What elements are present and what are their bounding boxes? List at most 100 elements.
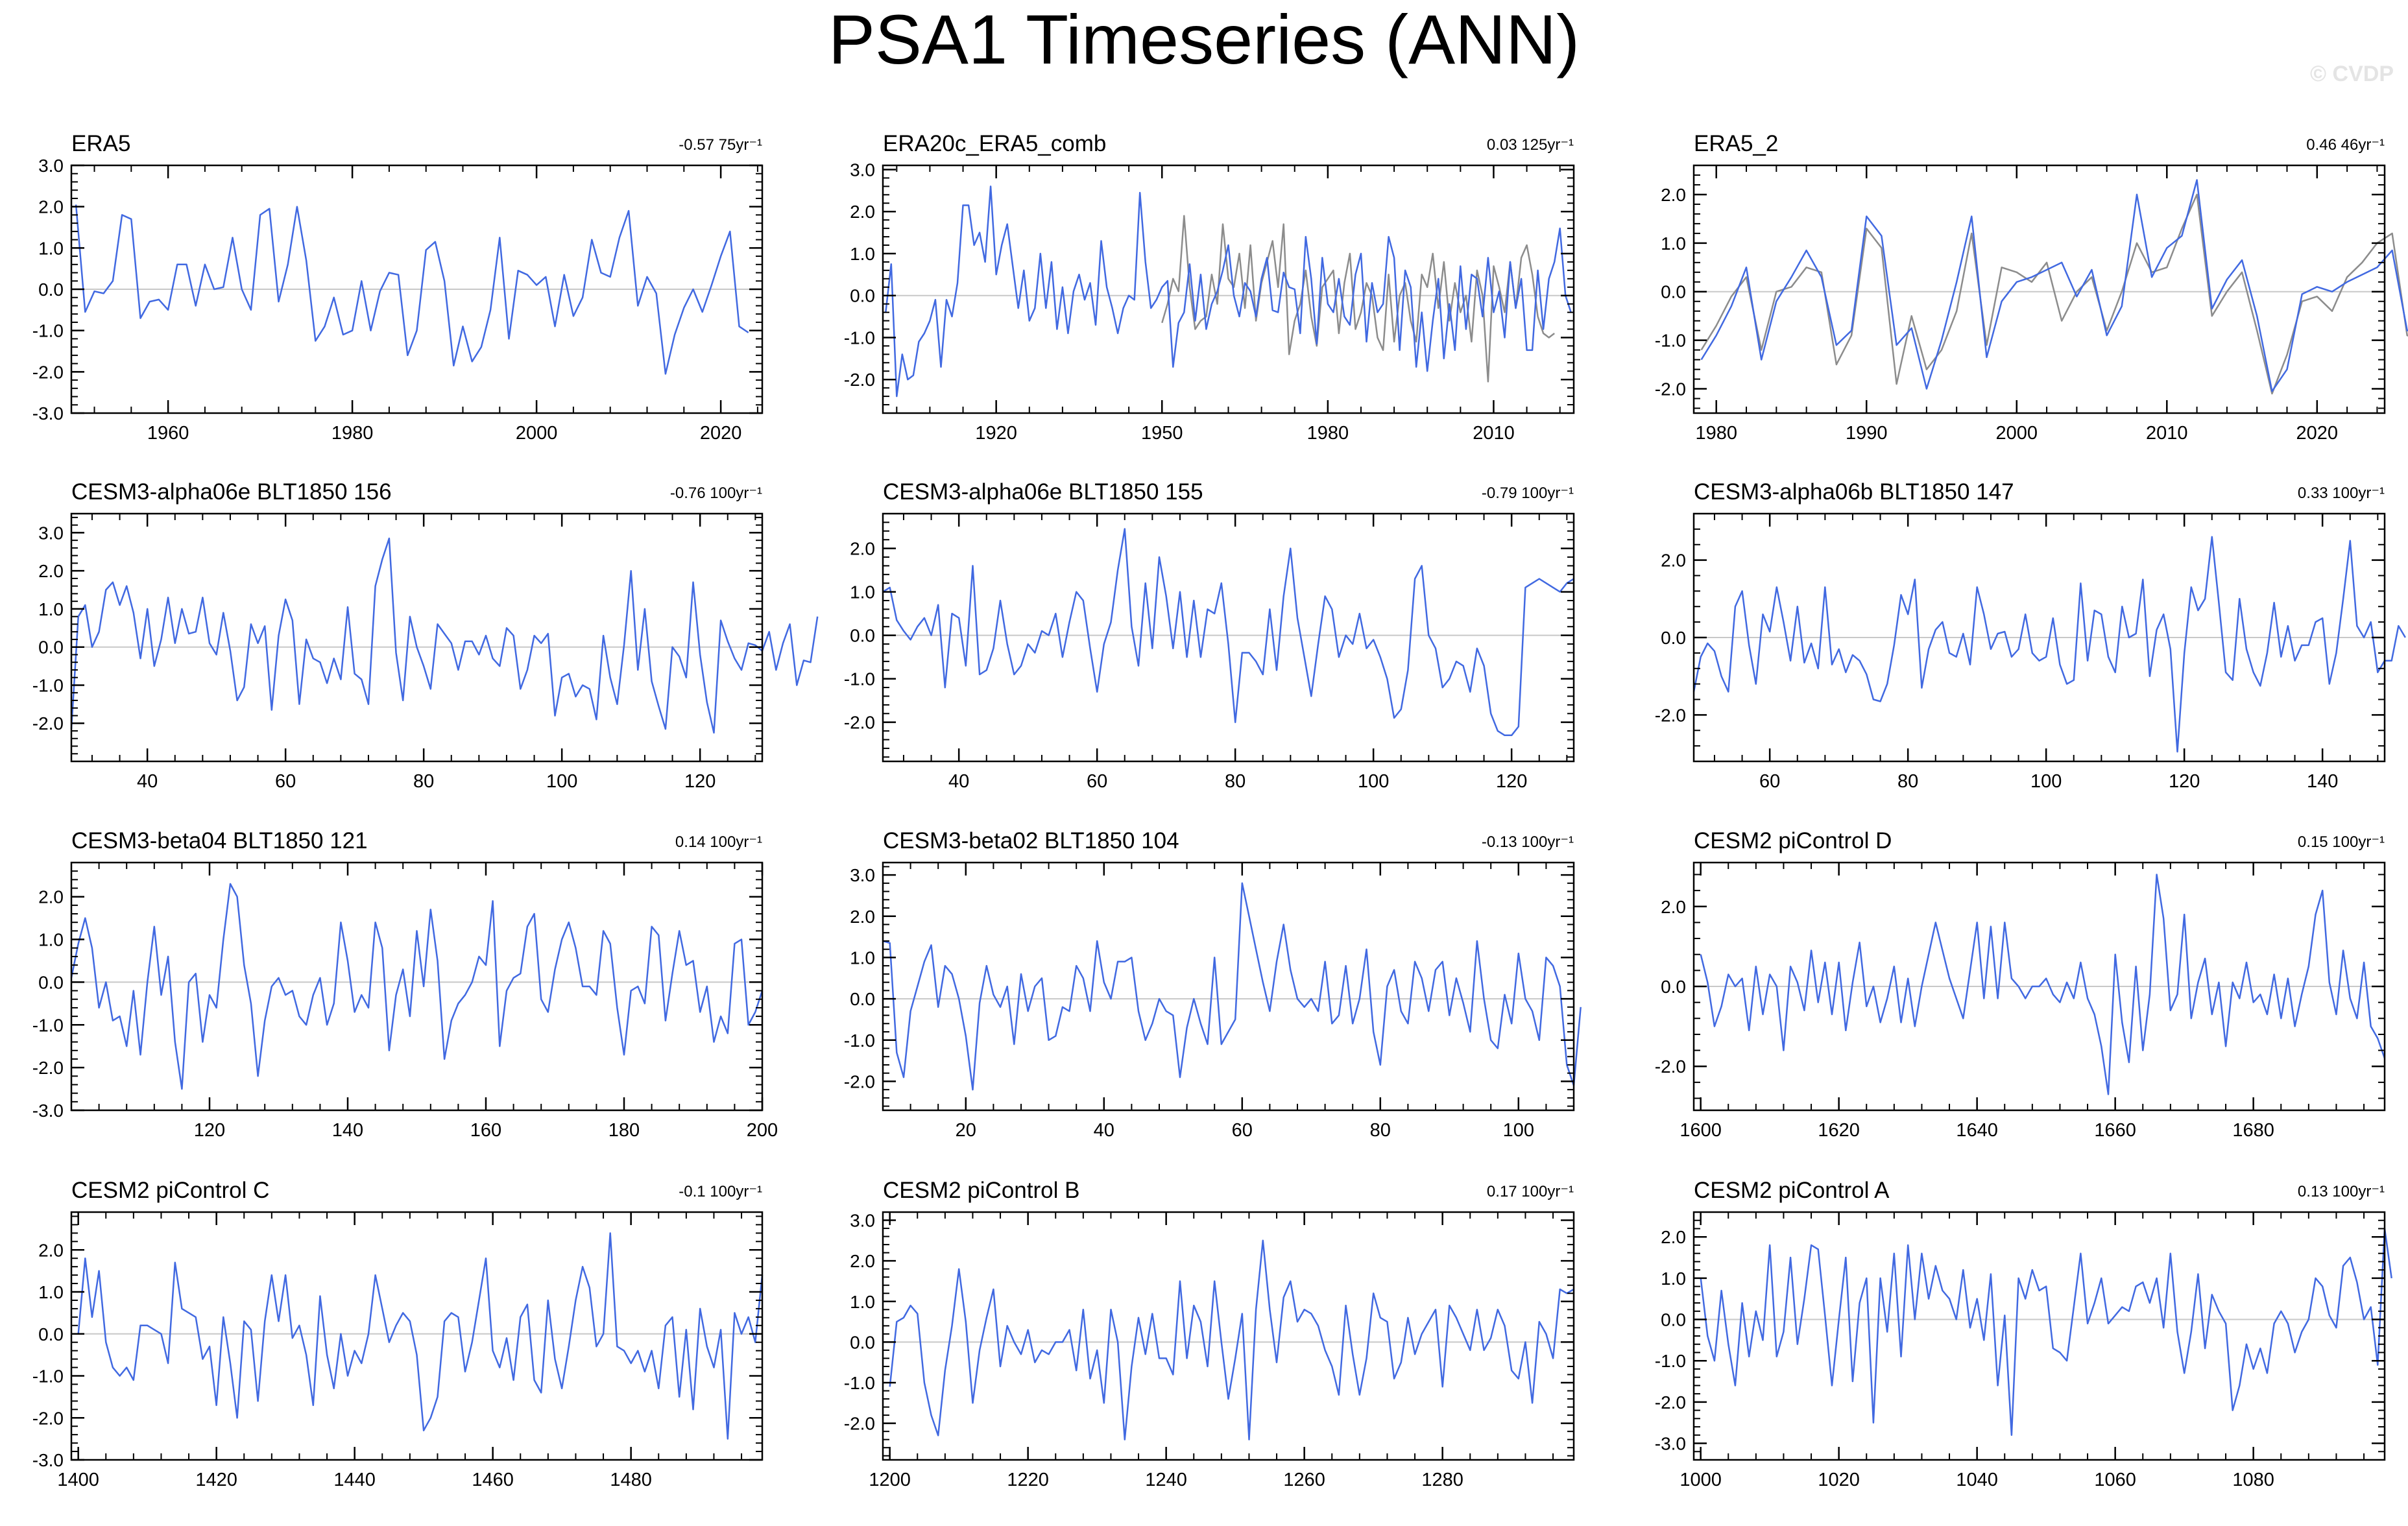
x-tick-label: 2020 <box>700 423 742 444</box>
y-tick-label: -2.0 <box>32 713 64 733</box>
x-tick-label: 180 <box>608 1120 640 1141</box>
x-tick-label: 1980 <box>1695 423 1737 444</box>
y-tick-label: -1.0 <box>844 1373 875 1393</box>
y-tick-label: 1.0 <box>1661 233 1686 254</box>
y-tick-label: 3.0 <box>850 865 875 885</box>
watermark: © CVDP <box>2310 62 2394 86</box>
x-tick-label: 1280 <box>1421 1470 1463 1490</box>
x-tick-label: 80 <box>1370 1120 1391 1141</box>
y-tick-label: -2.0 <box>1655 705 1686 725</box>
x-tick-label: 2020 <box>2296 423 2339 444</box>
x-tick-label: 2000 <box>1996 423 2038 444</box>
x-tick-label: 1400 <box>57 1470 99 1490</box>
x-tick-label: 1440 <box>333 1470 376 1490</box>
x-tick-label: 140 <box>332 1120 363 1141</box>
trend-label: 0.03 125yr⁻¹ <box>1487 136 1574 154</box>
timeseries-panel-10: CESM2 piControl C -0.1 100yr⁻¹ 1400 1420 144… <box>32 1178 764 1490</box>
x-tick-label: 120 <box>194 1120 225 1141</box>
plot-frame <box>70 512 764 763</box>
x-tick-label: 1220 <box>1007 1470 1049 1490</box>
x-tick-label: 120 <box>1496 771 1527 792</box>
y-tick-label: 2.0 <box>850 202 875 222</box>
y-tick-label: 0.0 <box>38 972 64 992</box>
y-tick-label: -1.0 <box>32 1366 64 1387</box>
x-tick-label: 140 <box>2307 771 2338 792</box>
trend-label: 0.17 100yr⁻¹ <box>1487 1183 1574 1200</box>
panel-title: CESM2 piControl B <box>883 1178 1079 1203</box>
series-line-1 <box>885 185 1572 398</box>
panel-title: CESM3-alpha06e BLT1850 156 <box>71 479 392 505</box>
timeseries-panel-4: CESM3-alpha06e BLT1850 156 -0.76 100yr⁻¹ 4… <box>32 479 819 792</box>
y-tick-label: -1.0 <box>844 669 875 689</box>
x-tick-label: 20 <box>956 1120 976 1141</box>
x-tick-label: 100 <box>546 771 577 792</box>
y-tick-label: -1.0 <box>844 328 875 348</box>
timeseries-panel-3: ERA5_2 0.46 46yr⁻¹ 1980 1990 2000 2010 2020 -2.… <box>1655 131 2408 444</box>
x-tick-label: 1480 <box>610 1470 652 1490</box>
y-tick-label: 2.0 <box>1661 551 1686 571</box>
y-tick-label: 1.0 <box>38 238 64 258</box>
y-tick-label: -2.0 <box>844 370 875 390</box>
y-tick-label: 0.0 <box>1661 977 1686 997</box>
x-tick-label: 1060 <box>2094 1470 2136 1490</box>
y-tick-label: 2.0 <box>1661 1227 1686 1247</box>
y-tick-label: 0.0 <box>1661 628 1686 648</box>
y-tick-label: -3.0 <box>32 1450 64 1470</box>
x-tick-label: 1260 <box>1283 1470 1325 1490</box>
panel-title: CESM3-beta02 BLT1850 104 <box>883 828 1179 853</box>
timeseries-panel-7: CESM3-beta04 BLT1850 121 0.14 100yr⁻¹ 120 1… <box>32 828 778 1141</box>
plot-frame <box>1692 861 2386 1112</box>
plot-frame <box>70 1211 764 1461</box>
y-tick-label: 0.0 <box>38 638 64 658</box>
x-tick-label: 40 <box>137 771 158 792</box>
y-tick-label: -1.0 <box>32 1015 64 1035</box>
x-tick-label: 1040 <box>1956 1470 1998 1490</box>
y-tick-label: 1.0 <box>850 244 875 264</box>
plot-frame <box>882 1211 1575 1461</box>
series-line-2 <box>1161 215 1555 383</box>
y-tick-label: -2.0 <box>32 1408 64 1428</box>
y-tick-label: -2.0 <box>1655 1392 1686 1413</box>
y-tick-label: -2.0 <box>844 1414 875 1434</box>
y-tick-label: 2.0 <box>38 1240 64 1260</box>
x-tick-label: 40 <box>948 771 969 792</box>
panel-title: CESM3-alpha06b BLT1850 147 <box>1694 479 2014 505</box>
x-tick-label: 100 <box>1503 1120 1534 1141</box>
trend-label: -0.57 75yr⁻¹ <box>679 136 762 154</box>
y-tick-label: 0.0 <box>850 1332 875 1352</box>
timeseries-panel-2: ERA20c_ERA5_comb 0.03 125yr⁻¹ 1920 1950 1980… <box>844 131 1575 444</box>
panel-title: ERA5 <box>71 131 130 156</box>
timeseries-panel-6: CESM3-alpha06b BLT1850 147 0.33 100yr⁻¹ 60… <box>1655 479 2406 792</box>
trend-label: -0.76 100yr⁻¹ <box>670 484 762 502</box>
y-tick-label: -3.0 <box>1655 1434 1686 1454</box>
trend-label: 0.46 46yr⁻¹ <box>2306 136 2385 154</box>
x-tick-label: 80 <box>1225 771 1246 792</box>
y-tick-label: -1.0 <box>1655 331 1686 351</box>
y-tick-label: 1.0 <box>850 1292 875 1312</box>
y-tick-label: 2.0 <box>850 1251 875 1271</box>
x-tick-label: 1980 <box>1307 423 1349 444</box>
series-line-1 <box>1692 536 2406 753</box>
y-tick-label: 0.0 <box>38 280 64 300</box>
y-tick-label: 1.0 <box>1661 1269 1686 1289</box>
plot-frame <box>882 512 1575 763</box>
x-tick-label: 1920 <box>975 423 1017 444</box>
plot-frame <box>882 164 1575 414</box>
series-line-1 <box>882 528 1574 737</box>
x-tick-label: 1600 <box>1680 1120 1722 1141</box>
x-tick-label: 160 <box>470 1120 501 1141</box>
y-tick-label: 0.0 <box>38 1324 64 1344</box>
timeseries-panel-11: CESM2 piControl B 0.17 100yr⁻¹ 1200 1220 124… <box>844 1178 1575 1490</box>
series-line-1 <box>1700 1228 2392 1437</box>
timeseries-panel-12: CESM2 piControl A 0.13 100yr⁻¹ 1000 1020 104… <box>1655 1178 2392 1490</box>
panel-title: CESM2 piControl C <box>71 1178 269 1203</box>
y-tick-label: 2.0 <box>850 539 875 559</box>
y-tick-label: 1.0 <box>850 948 875 968</box>
y-tick-label: 2.0 <box>38 561 64 581</box>
plot-frame <box>1692 1211 2386 1461</box>
x-tick-label: 60 <box>1759 771 1780 792</box>
panel-title: ERA5_2 <box>1694 131 1778 156</box>
x-tick-label: 1200 <box>869 1470 911 1490</box>
plot-frame <box>882 861 1575 1112</box>
x-tick-label: 2010 <box>1473 423 1515 444</box>
